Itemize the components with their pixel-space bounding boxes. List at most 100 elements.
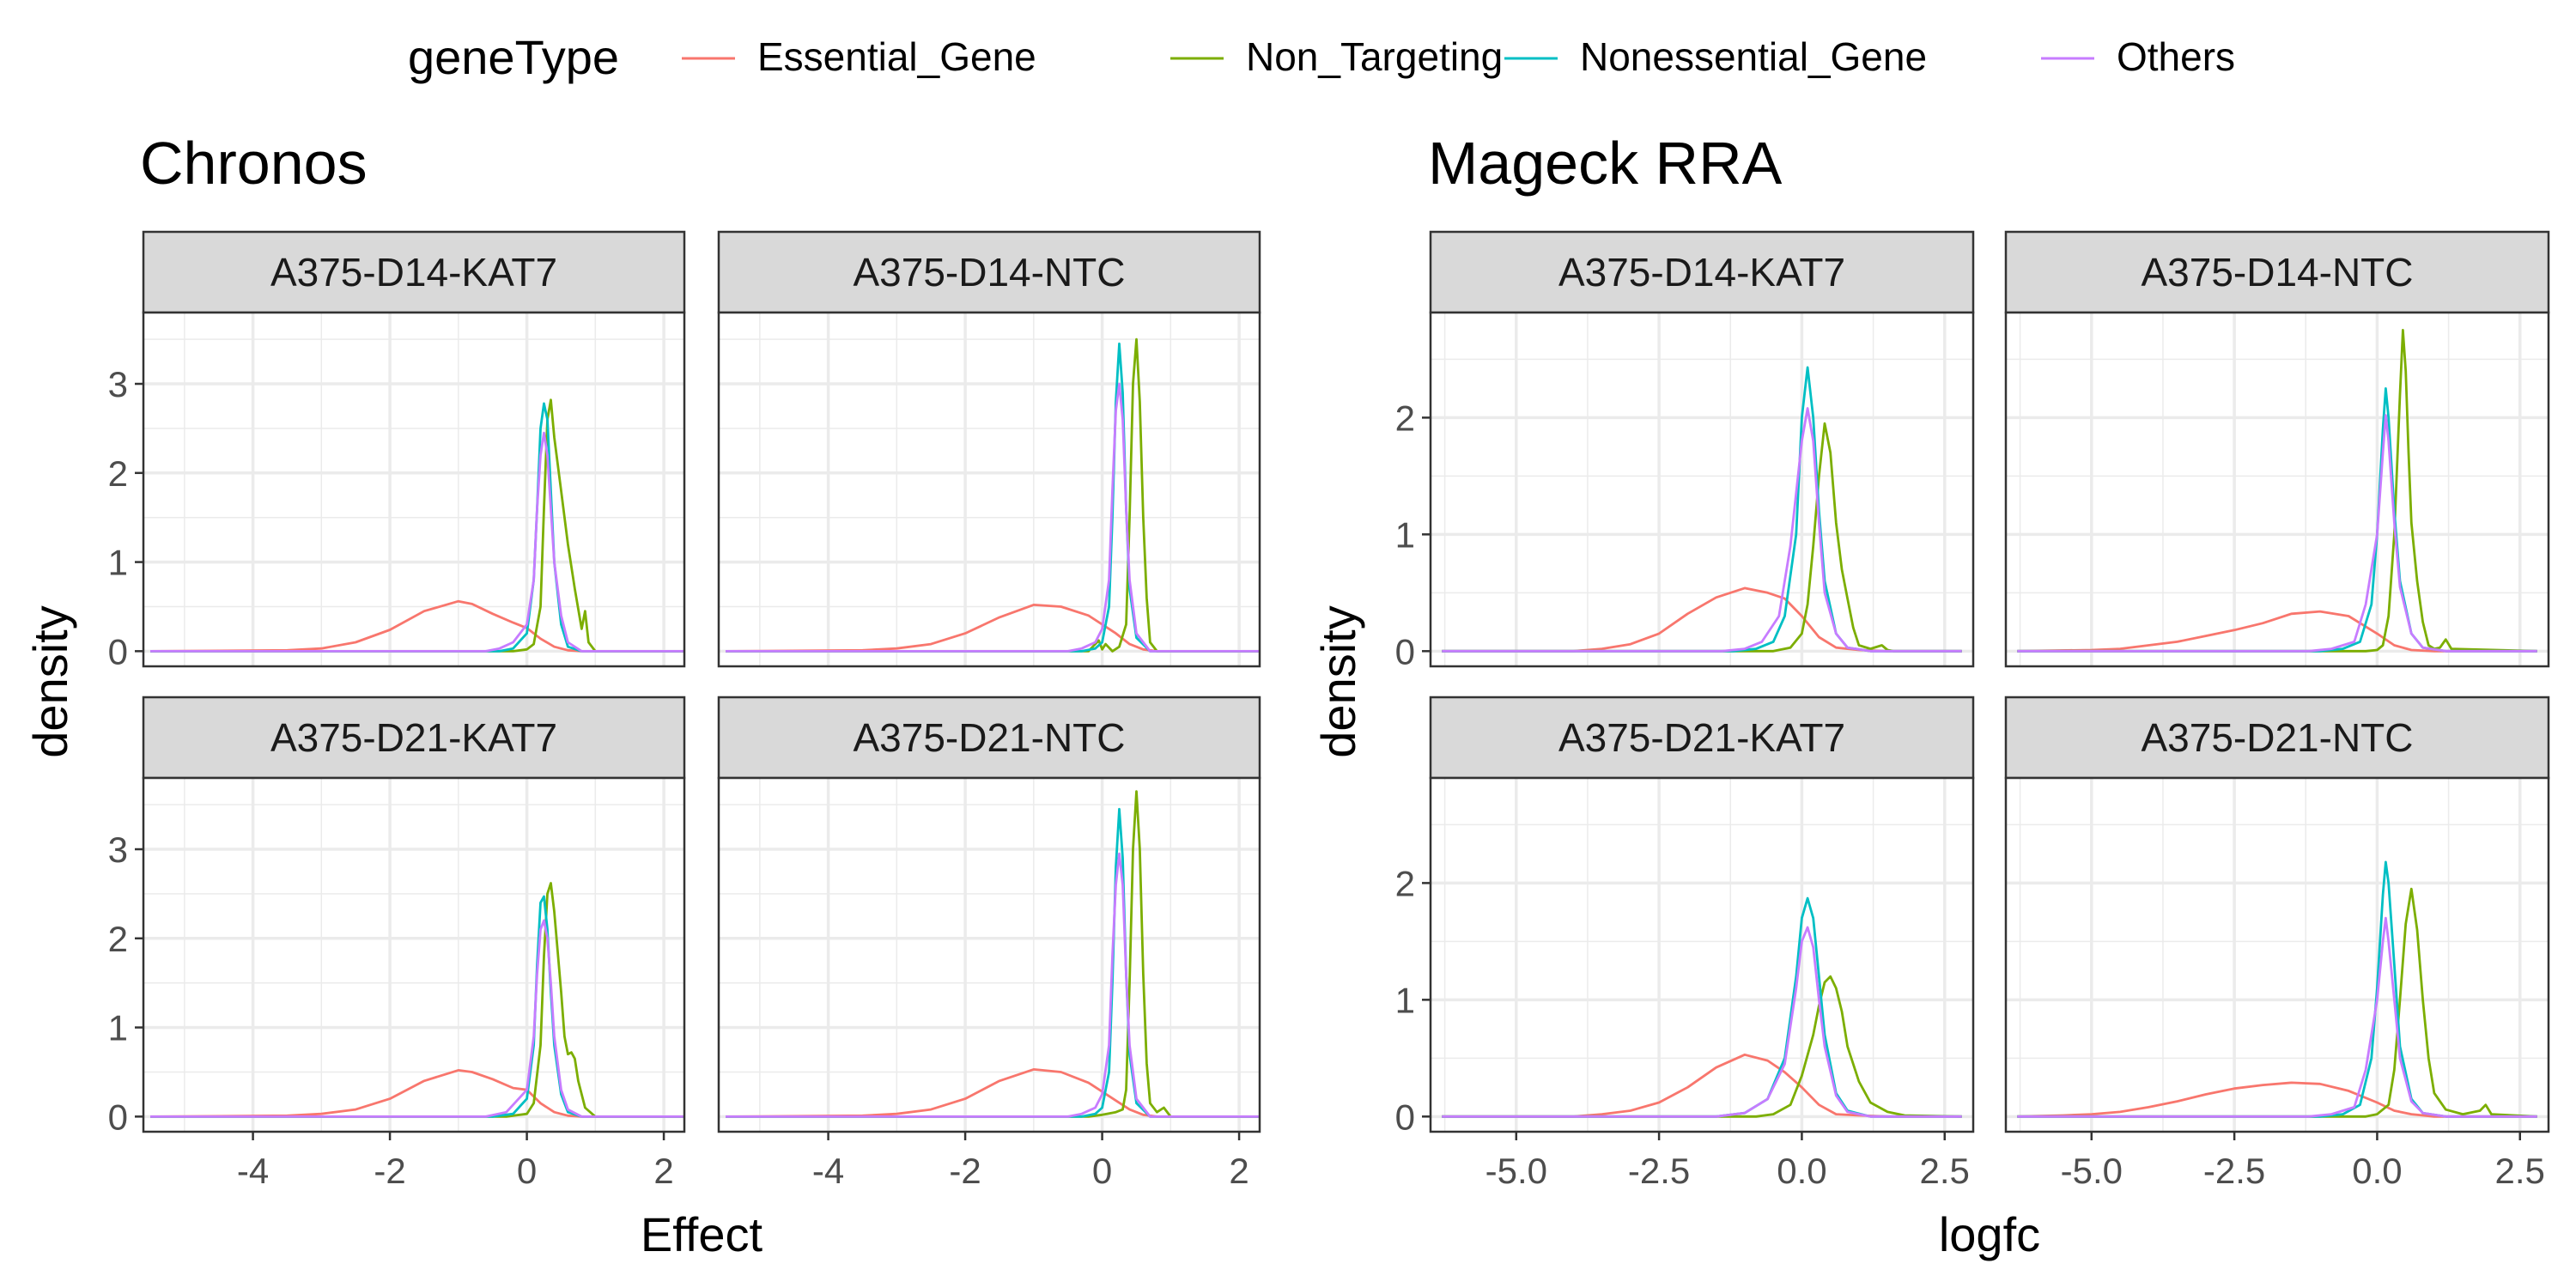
series-line-others [1442,926,1962,1118]
x-tick-label: -5.0 [1485,1151,1547,1191]
panel-border [142,776,686,1133]
panel: A375-D14-KAT7 0 1 2 3 [108,230,686,671]
y-tick-label: 3 [108,364,128,404]
facet-strip-label: A375-D21-KAT7 [1558,715,1845,760]
facet-strip-label: A375-D14-NTC [2142,250,2414,295]
x-tick-label: -2.5 [2203,1151,2265,1191]
series-line-essential-gene [149,599,684,653]
panel: A375-D21-NTC -4 -2 0 2 [717,696,1261,1191]
x-axis-label: Effect [641,1207,763,1261]
series-line-others [1442,407,1962,653]
x-tick-label: -2.5 [1628,1151,1690,1191]
panel-background [1431,313,1973,666]
panel-background [143,778,684,1132]
series-line-non-targeting [726,790,1260,1118]
series-line-non-targeting [2017,328,2537,653]
facet-strip-label: A375-D21-NTC [854,715,1126,760]
y-tick-label: 2 [108,453,128,494]
series-line-others [726,382,1260,653]
series-line-others [2017,414,2537,653]
series-line-others [726,852,1260,1118]
facet-strip [2004,230,2550,314]
y-tick-label: 2 [1395,398,1415,438]
panel: A375-D21-KAT7 0 1 2 -5.0 -2.5 0.0 2.5 [1395,696,1975,1191]
chart-mageck-rra: Mageck RRAdensitylogfcA375-D14-KAT7012A3… [1311,130,2550,1261]
facet-strip [1429,230,1975,314]
facet-strip [2004,696,2550,780]
x-tick-label: 0 [1092,1151,1112,1191]
facet-strip-label: A375-D14-NTC [854,250,1126,295]
panel-background [2006,778,2549,1132]
y-tick-label: 2 [1395,863,1415,903]
y-tick-label: 1 [108,1008,128,1048]
chart-title: Mageck RRA [1428,130,1783,197]
y-tick-label: 3 [108,829,128,870]
series-line-others [150,431,684,653]
x-tick-label: 2 [653,1151,673,1191]
facet-strip-label: A375-D21-NTC [2142,715,2414,760]
series-line-non-targeting [1442,975,1962,1118]
legend: geneType Essential_Gene Non_Targeting None… [408,30,2235,84]
panel: A375-D14-NTC [717,230,1261,668]
chart-chronos: ChronosdensityEffectA375-D14-KAT70123A37… [23,130,1261,1261]
panel-background [1431,778,1973,1132]
series-line-nonessential-gene [150,402,684,653]
facet-strip-label: A375-D14-KAT7 [1558,250,1845,295]
facet-strip [142,696,686,780]
y-tick-label: 0 [1395,631,1415,671]
legend-label-nonessential-gene: Nonessential_Gene [1580,34,1927,79]
x-tick-label: 2 [1229,1151,1249,1191]
legend-title: geneType [408,30,619,84]
y-tick-label: 1 [1395,980,1415,1020]
legend-label-essential-gene: Essential_Gene [757,34,1036,79]
y-tick-label: 0 [108,1097,128,1137]
x-tick-label: -2 [949,1151,981,1191]
series-line-non-targeting [2017,887,2537,1118]
y-tick-label: 0 [1395,1097,1415,1137]
panel-background [143,313,684,666]
series-line-non-targeting [150,398,684,653]
panel-border [1429,311,1975,668]
series-line-non-targeting [150,882,684,1118]
series-line-others [150,919,684,1118]
x-tick-label: 2.5 [2495,1151,2545,1191]
panel-border [2004,776,2550,1133]
series-line-essential-gene [149,1069,684,1118]
y-tick-label: 1 [108,543,128,583]
x-tick-label: 0 [517,1151,537,1191]
facet-strip-label: A375-D14-KAT7 [270,250,557,295]
series-line-essential-gene [2017,610,2537,653]
series-line-others [2017,916,2537,1118]
panel-background [719,313,1260,666]
x-tick-label: -4 [812,1151,844,1191]
y-axis-label: density [1311,605,1365,757]
facet-strip [142,230,686,314]
x-tick-label: -2 [374,1151,405,1191]
panel-border [2004,311,2550,668]
panel-background [2006,313,2549,666]
panel: A375-D21-KAT7 0 1 2 3 -4 -2 0 2 [108,696,686,1191]
x-tick-label: 0.0 [2352,1151,2402,1191]
legend-label-non-targeting: Non_Targeting [1246,34,1503,79]
facet-strip [1429,696,1975,780]
y-tick-label: 2 [108,919,128,959]
x-tick-label: 0.0 [1777,1151,1826,1191]
series-line-non-targeting [726,337,1260,653]
panel-border [717,776,1261,1133]
charts: ChronosdensityEffectA375-D14-KAT70123A37… [23,130,2550,1261]
series-line-essential-gene [1442,1053,1962,1118]
x-axis-label: logfc [1939,1207,2040,1261]
series-line-essential-gene [2017,1081,2537,1118]
panel-border [1429,776,1975,1133]
facet-strip [717,696,1261,780]
facet-strip [717,230,1261,314]
panel: A375-D21-NTC -5.0 -2.5 0.0 2.5 [2004,696,2550,1191]
panel-background [719,778,1260,1132]
x-tick-label: 2.5 [1920,1151,1970,1191]
y-tick-label: 1 [1395,514,1415,555]
panel: A375-D14-KAT7 0 1 2 [1395,230,1975,671]
panel: A375-D14-NTC [2004,230,2550,668]
x-tick-label: -4 [237,1151,269,1191]
legend-label-others: Others [2117,34,2235,79]
